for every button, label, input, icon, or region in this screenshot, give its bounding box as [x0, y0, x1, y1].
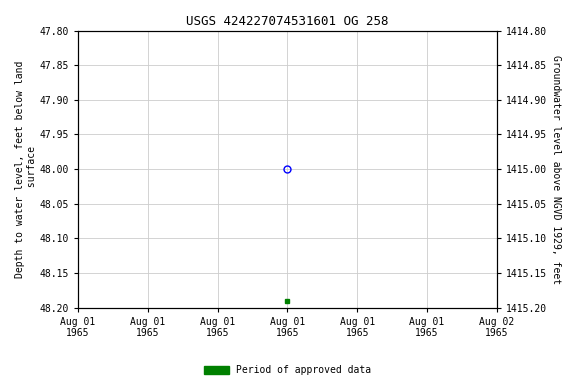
Y-axis label: Groundwater level above NGVD 1929, feet: Groundwater level above NGVD 1929, feet: [551, 55, 561, 284]
Legend: Period of approved data: Period of approved data: [200, 361, 376, 379]
Title: USGS 424227074531601 OG 258: USGS 424227074531601 OG 258: [186, 15, 389, 28]
Y-axis label: Depth to water level, feet below land
 surface: Depth to water level, feet below land su…: [15, 60, 37, 278]
